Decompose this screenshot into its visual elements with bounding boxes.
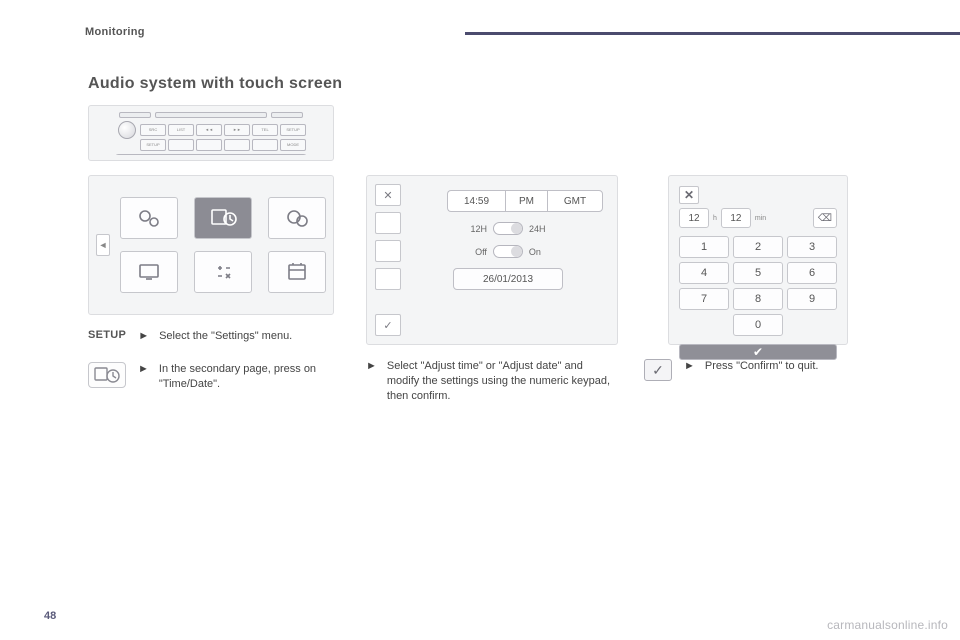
keypad-hours: 12: [679, 208, 709, 228]
keypad-key: 9: [787, 288, 837, 310]
setup-label: SETUP: [88, 329, 126, 341]
tile-time-date: [194, 197, 252, 239]
time-settings-screen: ✕ ✓ 14:59 PM GMT 12H 24H O: [366, 175, 618, 345]
time-value: 14:59: [447, 190, 505, 212]
date-value: 26/01/2013: [453, 268, 563, 290]
radio-button: TEL: [252, 124, 278, 136]
radio-button: [196, 139, 222, 151]
radio-button: SETUP: [280, 124, 306, 136]
instruction-1: Select the "Settings" menu.: [159, 329, 292, 344]
instruction-4: Press "Confirm" to quit.: [705, 359, 819, 374]
confirm-tab-icon: ✓: [375, 314, 401, 336]
hours-unit: h: [713, 215, 717, 222]
keypad-key: 8: [733, 288, 783, 310]
header-rule: [465, 32, 960, 35]
bullet-arrow-icon: ►: [684, 359, 695, 374]
calculator-icon: [209, 260, 237, 284]
keypad-key-zero: 0: [733, 314, 783, 336]
sync-on-label: On: [529, 247, 541, 257]
keypad-key: 7: [679, 288, 729, 310]
keypad-key: 2: [733, 236, 783, 258]
format-12h-label: 12H: [470, 224, 487, 234]
time-zone: GMT: [547, 190, 603, 212]
backspace-icon: ⌫: [813, 208, 837, 228]
format-toggle: [493, 222, 523, 235]
bullet-arrow-icon: ►: [366, 359, 377, 404]
tile-calculator: [194, 251, 252, 293]
section-title: Audio system with touch screen: [88, 75, 342, 93]
back-tab-icon: ◄: [96, 234, 110, 256]
radio-button: SRC: [140, 124, 166, 136]
instruction-3: Select "Adjust time" or "Adjust date" an…: [387, 359, 618, 404]
time-period: PM: [505, 190, 547, 212]
radio-button: ►►: [224, 124, 250, 136]
keypad-screen: ✕ 12 h 12 min ⌫ 1 2 3 4 5 6 7 8 9: [668, 175, 848, 345]
calendar-icon: [283, 260, 311, 284]
radio-button: ◄◄: [196, 124, 222, 136]
blank-tab: [375, 240, 401, 262]
display-icon: [135, 260, 163, 284]
keypad-key: 5: [733, 262, 783, 284]
mins-unit: min: [755, 215, 766, 222]
instruction-2: In the secondary page, press on "Time/Da…: [159, 362, 340, 392]
keypad-key: 4: [679, 262, 729, 284]
sync-toggle: [493, 245, 523, 258]
watermark: carmanualsonline.info: [827, 618, 948, 632]
tile-settings: [120, 197, 178, 239]
page-number: 48: [44, 610, 56, 622]
radio-button: MODE: [280, 139, 306, 151]
time-date-pictogram: [88, 362, 126, 388]
blank-tab: [375, 268, 401, 290]
time-date-icon: [209, 206, 237, 230]
radio-button: [168, 139, 194, 151]
language-icon: [283, 206, 311, 230]
gear-icon: [135, 206, 163, 230]
header-section: Monitoring: [85, 26, 145, 38]
radio-unit-illustration: SRC LIST ◄◄ ►► TEL SETUP SETUP MODE: [88, 105, 334, 161]
confirm-pictogram: ✓: [644, 359, 672, 381]
tile-calendar: [268, 251, 326, 293]
keypad-key: 6: [787, 262, 837, 284]
tile-display: [120, 251, 178, 293]
keypad-key: 1: [679, 236, 729, 258]
radio-button: [252, 139, 278, 151]
format-24h-label: 24H: [529, 224, 546, 234]
settings-menu-screen: ◄: [88, 175, 334, 315]
bullet-arrow-icon: ►: [138, 362, 149, 392]
close-tab-icon: ✕: [375, 184, 401, 206]
volume-knob-icon: [118, 121, 136, 139]
keypad-confirm-icon: ✔: [679, 344, 837, 360]
radio-button: LIST: [168, 124, 194, 136]
bullet-arrow-icon: ►: [138, 329, 149, 344]
keypad-close-icon: ✕: [679, 186, 699, 204]
tile-languages: [268, 197, 326, 239]
keypad-key: 3: [787, 236, 837, 258]
blank-tab: [375, 212, 401, 234]
radio-button: [224, 139, 250, 151]
keypad-mins: 12: [721, 208, 751, 228]
sync-off-label: Off: [475, 247, 487, 257]
radio-button: SETUP: [140, 139, 166, 151]
